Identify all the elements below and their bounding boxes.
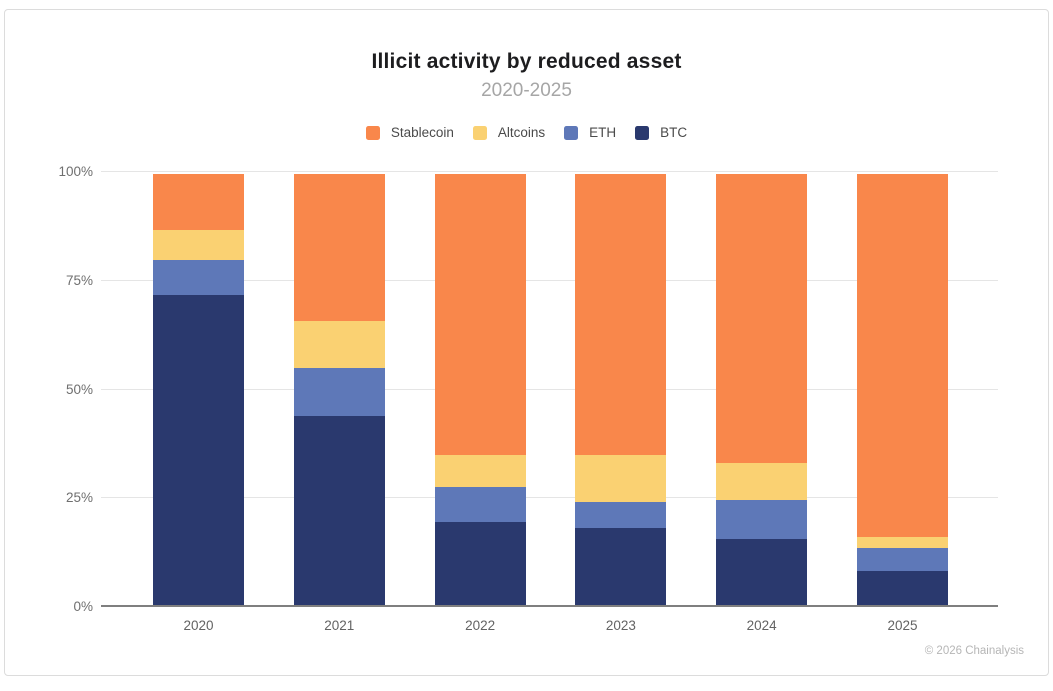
bar-segment-btc-2025 — [857, 571, 948, 606]
x-axis-label-2022: 2022 — [465, 618, 496, 633]
chart-subtitle: 2020-2025 — [481, 80, 572, 101]
y-axis-label-0: 0% — [73, 599, 93, 614]
bar-segment-stablecoin-2022 — [434, 174, 526, 455]
bar-segment-altcoins-2021 — [293, 320, 385, 369]
bar-segment-eth-2021 — [293, 368, 385, 416]
bar-segment-btc-2023 — [575, 528, 667, 606]
chart-legend: Stablecoin Altcoins ETH BTC — [5, 125, 1048, 141]
bar-segment-eth-2020 — [153, 260, 244, 295]
bar-2024 — [716, 174, 808, 606]
gridline-50 — [101, 388, 998, 390]
chart-card: Illicit activity by reduced asset 2020-2… — [4, 9, 1049, 676]
legend-label: ETH — [589, 125, 617, 140]
y-axis-label-50: 50% — [65, 381, 93, 397]
bar-segment-altcoins-2024 — [716, 463, 808, 501]
bar-segment-btc-2024 — [716, 539, 808, 606]
legend-label: Altcoins — [497, 125, 546, 140]
legend-swatch-altcoins — [472, 126, 487, 140]
bar-segment-eth-2022 — [434, 487, 526, 522]
bar-segment-eth-2025 — [857, 547, 948, 572]
plot-area: 0% 25% 50% 75% 100% 2020 2021 2022 2023 2024 2025 — [58, 164, 998, 633]
gridline-25 — [101, 497, 998, 499]
bar-segment-altcoins-2022 — [434, 454, 526, 488]
bar-2020 — [153, 174, 244, 606]
bar-segment-altcoins-2020 — [153, 230, 244, 261]
bar-2022 — [434, 174, 526, 606]
legend-swatch-stablecoin — [365, 126, 380, 140]
bar-segment-stablecoin-2021 — [293, 174, 385, 321]
y-axis-label-75: 75% — [65, 272, 93, 288]
legend-item-stablecoin[interactable]: Stablecoin — [365, 125, 454, 141]
bar-segment-btc-2020 — [153, 294, 244, 606]
gridline-75 — [101, 279, 998, 281]
legend-swatch-btc — [635, 126, 650, 140]
x-axis-label-2021: 2021 — [324, 618, 355, 633]
chart-title: Illicit activity by reduced asset — [371, 50, 682, 73]
bar-segment-altcoins-2025 — [857, 536, 948, 548]
x-axis-label-2025: 2025 — [887, 618, 918, 633]
gridline-100 — [101, 171, 998, 172]
legend-item-altcoins[interactable]: Altcoins — [472, 125, 546, 141]
legend-label: Stablecoin — [390, 125, 454, 140]
bar-segment-stablecoin-2020 — [153, 174, 244, 231]
bar-segment-eth-2024 — [716, 500, 808, 540]
y-axis-label-25: 25% — [65, 490, 93, 506]
legend-item-eth[interactable]: ETH — [564, 125, 616, 141]
x-axis-label-2023: 2023 — [605, 618, 636, 633]
x-axis-line — [101, 605, 998, 607]
legend-item-btc[interactable]: BTC — [635, 125, 687, 141]
bar-2021 — [293, 174, 385, 606]
legend-label: BTC — [660, 125, 688, 140]
bar-segment-btc-2022 — [434, 521, 526, 606]
y-axis-label-100: 100% — [58, 164, 93, 179]
bar-2025 — [857, 174, 948, 606]
bar-segment-stablecoin-2025 — [857, 174, 948, 537]
bar-segment-stablecoin-2024 — [716, 174, 808, 464]
bar-segment-btc-2021 — [293, 415, 385, 606]
copyright-note: © 2026 Chainalysis — [924, 645, 1024, 657]
x-axis-label-2020: 2020 — [183, 618, 214, 633]
bar-segment-altcoins-2023 — [575, 454, 667, 503]
bar-2023 — [575, 174, 667, 606]
bar-segment-stablecoin-2023 — [575, 174, 667, 455]
bar-segment-eth-2023 — [575, 502, 667, 529]
legend-swatch-eth — [564, 126, 579, 140]
x-axis-label-2024: 2024 — [746, 618, 777, 633]
